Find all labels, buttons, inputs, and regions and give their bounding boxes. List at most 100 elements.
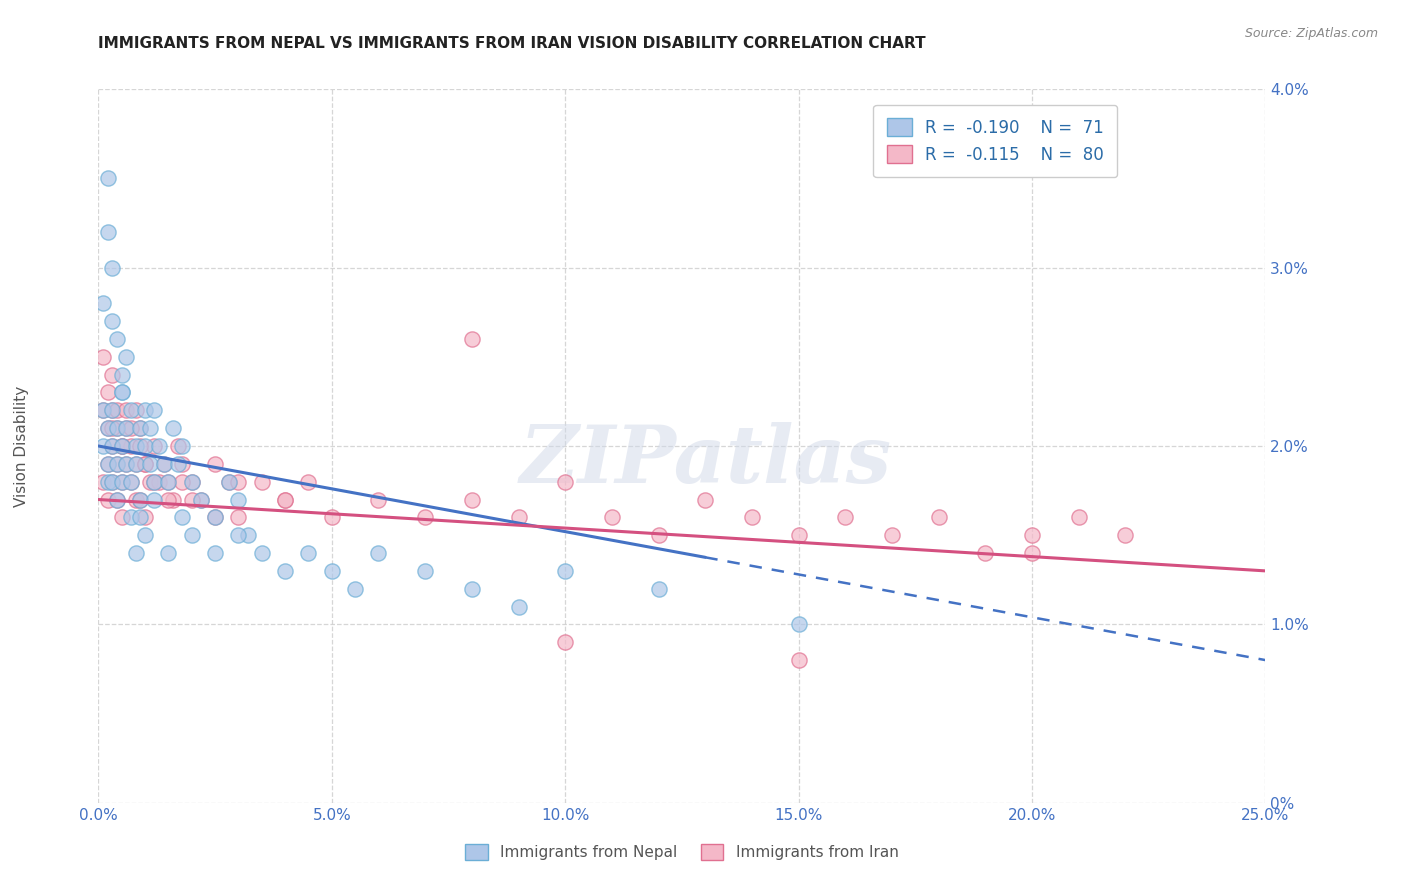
Point xyxy=(134,439,156,453)
Point xyxy=(91,475,114,489)
Point xyxy=(508,599,530,614)
Point xyxy=(157,492,180,507)
Point xyxy=(111,475,134,489)
Point xyxy=(180,475,202,489)
Point xyxy=(204,510,226,524)
Point xyxy=(120,439,142,453)
Point xyxy=(787,528,810,542)
Point xyxy=(105,421,128,435)
Point xyxy=(172,510,194,524)
Point xyxy=(101,260,124,275)
Point xyxy=(1114,528,1136,542)
Point xyxy=(111,439,134,453)
Point xyxy=(111,439,134,453)
Point xyxy=(461,582,484,596)
Point xyxy=(250,475,273,489)
Point xyxy=(125,492,148,507)
Point xyxy=(367,546,389,560)
Point xyxy=(148,439,170,453)
Point xyxy=(695,492,717,507)
Point xyxy=(120,475,142,489)
Point xyxy=(105,457,128,471)
Point xyxy=(111,368,134,382)
Point xyxy=(204,546,226,560)
Point xyxy=(101,439,124,453)
Point xyxy=(600,510,623,524)
Point xyxy=(105,421,128,435)
Point xyxy=(97,492,120,507)
Point xyxy=(101,403,124,417)
Point xyxy=(554,475,576,489)
Point xyxy=(115,421,138,435)
Point xyxy=(101,439,124,453)
Point xyxy=(97,421,120,435)
Point xyxy=(120,403,142,417)
Point xyxy=(367,492,389,507)
Point xyxy=(647,582,669,596)
Point xyxy=(101,368,124,382)
Point xyxy=(1021,528,1043,542)
Point xyxy=(974,546,997,560)
Point xyxy=(218,475,240,489)
Point xyxy=(461,332,484,346)
Point xyxy=(321,564,343,578)
Point xyxy=(508,510,530,524)
Point xyxy=(139,421,162,435)
Point xyxy=(647,528,669,542)
Point xyxy=(554,564,576,578)
Point xyxy=(111,475,134,489)
Point xyxy=(172,457,194,471)
Point xyxy=(97,457,120,471)
Point xyxy=(172,439,194,453)
Point xyxy=(101,314,124,328)
Point xyxy=(413,510,436,524)
Point xyxy=(105,492,128,507)
Point xyxy=(152,457,174,471)
Point xyxy=(157,475,180,489)
Point xyxy=(91,439,114,453)
Point xyxy=(134,510,156,524)
Point xyxy=(134,403,156,417)
Point xyxy=(834,510,856,524)
Point xyxy=(111,385,134,400)
Point xyxy=(180,528,202,542)
Point xyxy=(274,492,297,507)
Legend: Immigrants from Nepal, Immigrants from Iran: Immigrants from Nepal, Immigrants from I… xyxy=(460,838,904,866)
Point xyxy=(1021,546,1043,560)
Point xyxy=(101,475,124,489)
Point xyxy=(162,492,184,507)
Point xyxy=(97,171,120,186)
Point xyxy=(190,492,212,507)
Point xyxy=(105,403,128,417)
Point xyxy=(101,475,124,489)
Point xyxy=(152,457,174,471)
Point xyxy=(134,457,156,471)
Point xyxy=(139,475,162,489)
Point xyxy=(143,475,166,489)
Point xyxy=(129,510,152,524)
Point xyxy=(1067,510,1090,524)
Point xyxy=(143,475,166,489)
Point xyxy=(228,510,250,524)
Point xyxy=(228,528,250,542)
Point xyxy=(105,492,128,507)
Point xyxy=(204,510,226,524)
Point xyxy=(143,439,166,453)
Point xyxy=(111,439,134,453)
Point xyxy=(120,421,142,435)
Point xyxy=(91,350,114,364)
Y-axis label: Vision Disability: Vision Disability xyxy=(14,385,30,507)
Point xyxy=(125,457,148,471)
Point xyxy=(115,457,138,471)
Point xyxy=(125,457,148,471)
Point xyxy=(134,528,156,542)
Point xyxy=(190,492,212,507)
Point xyxy=(880,528,903,542)
Point xyxy=(115,457,138,471)
Point xyxy=(139,457,162,471)
Point xyxy=(554,635,576,649)
Point xyxy=(101,403,124,417)
Point xyxy=(115,421,138,435)
Text: ZIPatlas: ZIPatlas xyxy=(519,422,891,499)
Point xyxy=(129,492,152,507)
